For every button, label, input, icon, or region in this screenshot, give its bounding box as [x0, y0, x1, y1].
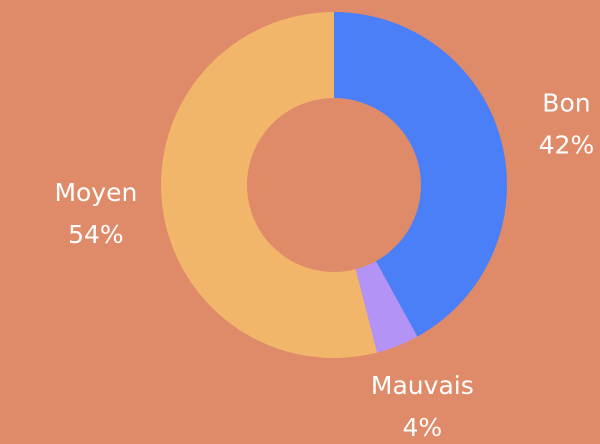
donut-segment: [160, 12, 378, 359]
segment-value-label: 42%: [539, 130, 595, 159]
segment-label: Mauvais: [371, 371, 474, 400]
segment-label: Moyen: [54, 178, 137, 207]
segment-value-label: 54%: [68, 220, 124, 249]
donut-segment: [334, 12, 507, 337]
donut-segment: [355, 261, 418, 353]
segment-label: Bon: [542, 88, 590, 117]
segment-value-label: 4%: [403, 413, 443, 442]
